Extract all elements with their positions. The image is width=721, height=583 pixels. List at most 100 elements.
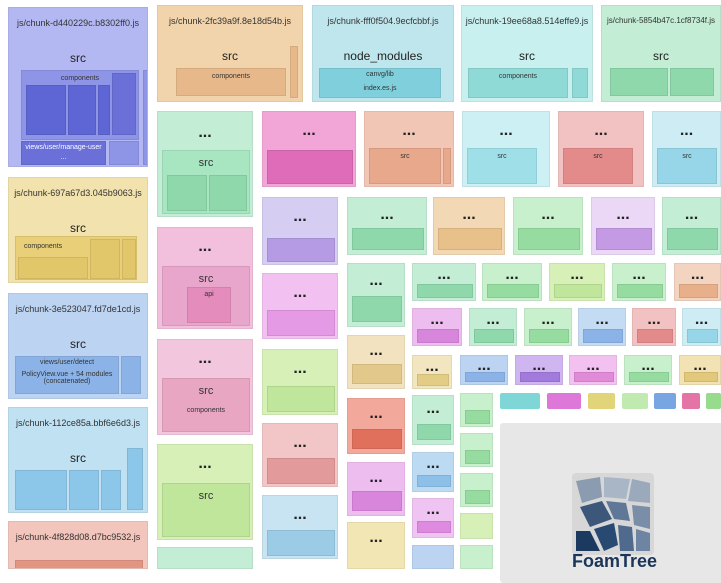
chunk-tile-yellow-b[interactable]: ... [412, 355, 452, 389]
module-cell[interactable] [69, 470, 99, 510]
module-cell[interactable] [267, 458, 335, 484]
chunk-tile-yellow-d[interactable]: ... [347, 522, 405, 569]
module-cell[interactable] [610, 68, 668, 96]
module-cell[interactable] [267, 238, 335, 262]
chunk-tile-yellow-a[interactable]: ... [347, 335, 405, 389]
chunk-tile-violet-b[interactable]: ... [591, 197, 655, 255]
chunk-tile-green-l[interactable]: ... [624, 355, 672, 385]
module-cell[interactable] [443, 148, 451, 184]
src-group[interactable]: src [162, 483, 250, 537]
module-cell[interactable] [352, 429, 402, 449]
module-cell[interactable] [520, 372, 560, 382]
module-cell[interactable] [127, 448, 143, 510]
module-cell[interactable] [518, 228, 580, 250]
chunk-tile-lime-d[interactable] [460, 513, 493, 539]
module-cell[interactable] [18, 257, 88, 279]
module-cell[interactable] [417, 475, 451, 487]
components-group[interactable]: components [176, 68, 286, 96]
module-cell[interactable] [583, 329, 623, 343]
module-chip[interactable] [654, 393, 676, 409]
chunk-tile-green-p[interactable] [460, 473, 493, 507]
module-cell[interactable] [209, 175, 247, 211]
chunk-tile-112ce85a[interactable]: js/chunk-112ce85a.bbf6e6d3.js src [8, 407, 148, 513]
chunk-tile-blue-a[interactable]: ... [578, 308, 626, 346]
module-cell[interactable] [465, 410, 490, 424]
chunk-tile-green-h[interactable]: ... [482, 263, 542, 301]
chunk-tile-cyan-a[interactable]: ... src [462, 111, 550, 187]
components-group[interactable]: components [15, 236, 137, 280]
chunk-tile-697a67d3[interactable]: js/chunk-697a67d3.045b9063.js src compon… [8, 177, 148, 283]
detect-group[interactable]: views/user/detect PolicyView.vue + 54 mo… [15, 356, 119, 394]
components-group[interactable]: components [468, 68, 568, 98]
module-cell[interactable] [667, 228, 718, 250]
chunk-tile-blue-b[interactable]: ... [460, 355, 508, 385]
chunk-tile-orange-a[interactable]: ... [433, 197, 505, 255]
chunk-tile-cyan-b[interactable]: ... src [652, 111, 721, 187]
module-cell[interactable] [15, 470, 67, 510]
src-group[interactable]: src [657, 148, 717, 184]
module-cell[interactable] [574, 372, 614, 382]
chunk-tile-green-n[interactable] [460, 393, 493, 427]
chunk-tile-green-m[interactable]: ... [412, 395, 454, 445]
module-cell[interactable] [417, 329, 459, 343]
module-cell[interactable] [352, 228, 424, 250]
chunk-tile-teal-a[interactable]: ... [262, 495, 338, 559]
module-cell[interactable] [101, 470, 121, 510]
chunk-tile-2fc39a9f[interactable]: js/chunk-2fc39a9f.8e18d54b.js src compon… [157, 5, 303, 102]
chunk-tile-5854b47c[interactable]: js/chunk-5854b47c.1cf8734f.js src [601, 5, 721, 102]
chunk-tile-lime-a[interactable]: ... src [157, 444, 253, 540]
chunk-tile-green-o[interactable] [460, 433, 493, 467]
module-cell[interactable] [465, 372, 505, 382]
chunk-tile-salmon-b[interactable]: ... src [364, 111, 454, 187]
chunk-tile-green-j[interactable]: ... [469, 308, 517, 346]
module-cell[interactable] [417, 424, 451, 440]
module-chip[interactable] [588, 393, 615, 409]
api-group[interactable]: api [187, 287, 231, 323]
components-group[interactable]: components [21, 70, 139, 140]
chunk-tile-green-g[interactable]: ... [412, 263, 476, 301]
chunk-tile-4f828d08[interactable]: js/chunk-4f828d08.d7bc9532.js [8, 521, 148, 569]
module-cell[interactable] [465, 490, 490, 504]
chunk-tile-green-c[interactable]: ... [347, 197, 427, 255]
src-group[interactable]: src [369, 148, 441, 184]
module-cell[interactable] [121, 356, 141, 394]
module-cell[interactable] [290, 46, 298, 98]
module-cell[interactable] [687, 329, 718, 343]
module-cell[interactable] [352, 364, 402, 384]
chunk-tile-green-b[interactable] [157, 547, 253, 569]
chunk-tile-lime-c[interactable]: ... [549, 263, 605, 301]
module-chip[interactable] [622, 393, 648, 409]
module-chip[interactable] [500, 393, 540, 409]
chunk-tile-magenta-b[interactable]: ... [262, 273, 338, 339]
module-cell[interactable] [554, 284, 602, 298]
chunk-tile-blue-c[interactable]: ... [412, 452, 454, 492]
chunk-tile-green-a[interactable]: ... src [157, 111, 253, 217]
chunk-tile-green-i[interactable]: ... [612, 263, 666, 301]
module-cell[interactable] [122, 239, 136, 279]
chunk-tile-pink-a[interactable]: ... src api [157, 227, 253, 329]
module-cell[interactable] [143, 70, 147, 165]
manage-user-group[interactable]: views/user/manage-user ... [21, 141, 106, 165]
module-cell[interactable] [487, 284, 539, 298]
chunk-tile-magenta-a[interactable]: ... [262, 111, 356, 187]
chunk-tile-salmon-a[interactable]: ... [262, 423, 338, 487]
module-cell[interactable] [68, 85, 96, 135]
module-cell[interactable] [637, 329, 673, 343]
chunk-tile-salmon-c[interactable]: ... [347, 398, 405, 454]
chunk-tile-yellow-c[interactable]: ... [679, 355, 721, 385]
src-group[interactable]: src [162, 150, 250, 214]
module-cell[interactable] [26, 85, 66, 135]
module-cell[interactable] [417, 521, 451, 533]
chunk-tile-violet-c[interactable]: ... [515, 355, 563, 385]
module-cell[interactable] [90, 239, 120, 279]
module-cell[interactable] [15, 560, 143, 568]
module-cell[interactable] [267, 530, 335, 556]
chunk-tile-magenta-c[interactable]: ... [412, 308, 462, 346]
chunk-tile-magenta-e[interactable]: ... [347, 462, 405, 516]
module-cell[interactable] [417, 284, 473, 298]
chunk-tile-d440229c[interactable]: js/chunk-d440229c.b8302ff0.js src compon… [8, 7, 148, 167]
chunk-tile-lime-b[interactable]: ... [262, 349, 338, 415]
module-cell[interactable] [352, 296, 402, 322]
chunk-tile-magenta-d[interactable]: ... [569, 355, 617, 385]
chunk-tile-violet-a[interactable]: ... [262, 197, 338, 265]
